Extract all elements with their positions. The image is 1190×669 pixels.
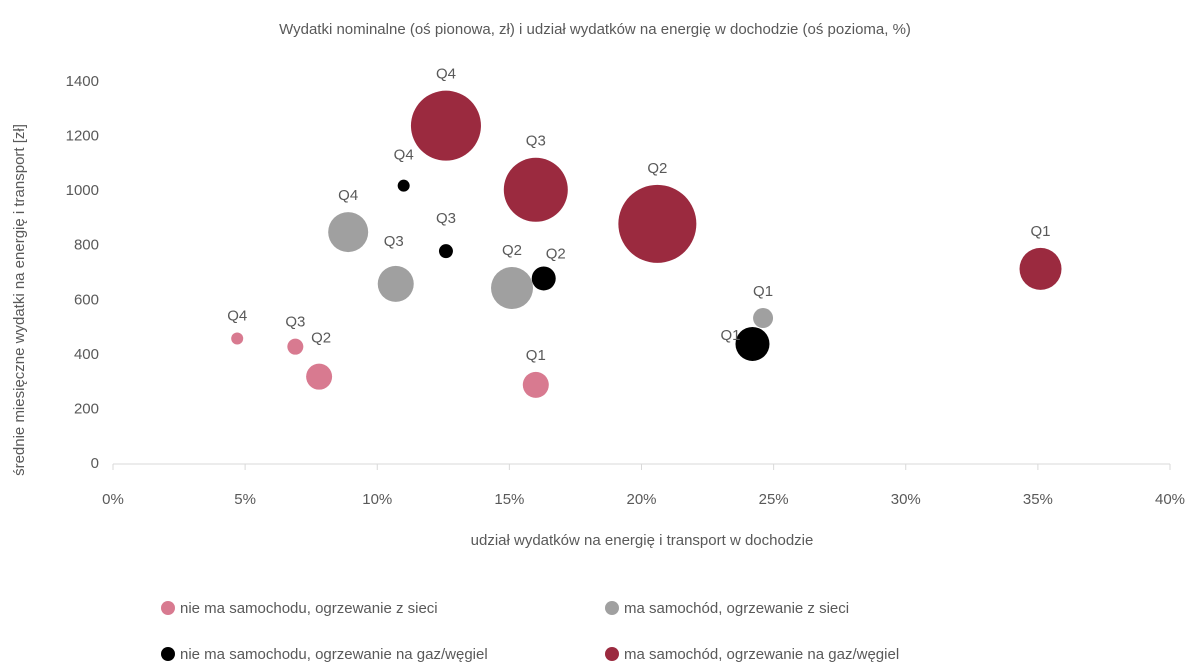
y-tick-label: 0	[91, 455, 99, 472]
bubble	[753, 308, 774, 329]
y-tick-label: 600	[74, 291, 99, 308]
data-label: Q3	[526, 133, 546, 150]
y-tick-label: 1200	[66, 128, 99, 145]
data-label: Q2	[502, 242, 522, 259]
data-label: Q4	[436, 66, 456, 83]
x-tick-label: 20%	[626, 491, 656, 508]
bubble	[522, 371, 549, 398]
legend-marker	[161, 601, 175, 615]
x-tick-label: 30%	[891, 491, 921, 508]
legend-marker	[161, 647, 175, 661]
data-label: Q1	[753, 283, 773, 300]
data-label: Q4	[227, 307, 247, 324]
x-axis-label: udział wydatków na energię i transport w…	[471, 532, 814, 549]
x-tick-label: 25%	[759, 491, 789, 508]
legend-label: nie ma samochodu, ogrzewanie z sieci	[180, 600, 438, 617]
bubble	[377, 265, 414, 302]
data-label: Q4	[338, 187, 358, 204]
data-label: Q3	[436, 210, 456, 227]
bubble	[531, 266, 556, 291]
data-label: Q2	[647, 160, 667, 177]
data-label: Q4	[394, 147, 414, 164]
x-tick-label: 5%	[234, 491, 256, 508]
data-label: Q1	[720, 327, 740, 344]
bubble	[491, 267, 534, 310]
bubble	[1019, 247, 1062, 290]
bubble	[735, 326, 770, 361]
chart-title: Wydatki nominalne (oś pionowa, zł) i udz…	[279, 21, 911, 38]
y-tick-label: 800	[74, 237, 99, 254]
bubble	[438, 244, 453, 259]
data-label: Q3	[384, 233, 404, 250]
data-label: Q3	[285, 314, 305, 331]
bubble	[410, 90, 481, 161]
bubble	[231, 332, 244, 345]
legend-marker	[605, 601, 619, 615]
x-tick-label: 40%	[1155, 491, 1185, 508]
x-tick-label: 35%	[1023, 491, 1053, 508]
legend-label: ma samochód, ogrzewanie na gaz/węgiel	[624, 646, 899, 663]
data-label: Q1	[1031, 223, 1051, 240]
data-label: Q2	[546, 245, 566, 262]
data-label: Q1	[526, 347, 546, 364]
x-tick-label: 10%	[362, 491, 392, 508]
y-tick-label: 1400	[66, 73, 99, 90]
legend-label: ma samochód, ogrzewanie z sieci	[624, 600, 849, 617]
bubble	[503, 157, 568, 222]
bubble	[397, 179, 410, 192]
bubble	[306, 363, 333, 390]
bubble	[328, 212, 369, 253]
bubble	[287, 338, 304, 355]
x-tick-label: 0%	[102, 491, 124, 508]
y-tick-label: 400	[74, 346, 99, 363]
legend-label: nie ma samochodu, ogrzewanie na gaz/węgi…	[180, 646, 488, 663]
x-tick-label: 15%	[494, 491, 524, 508]
legend-marker	[605, 647, 619, 661]
y-tick-label: 1000	[66, 182, 99, 199]
y-axis-label: średnie miesięczne wydatki na energię i …	[11, 124, 28, 476]
data-label: Q2	[311, 330, 331, 347]
y-tick-label: 200	[74, 400, 99, 417]
bubble	[618, 184, 697, 263]
